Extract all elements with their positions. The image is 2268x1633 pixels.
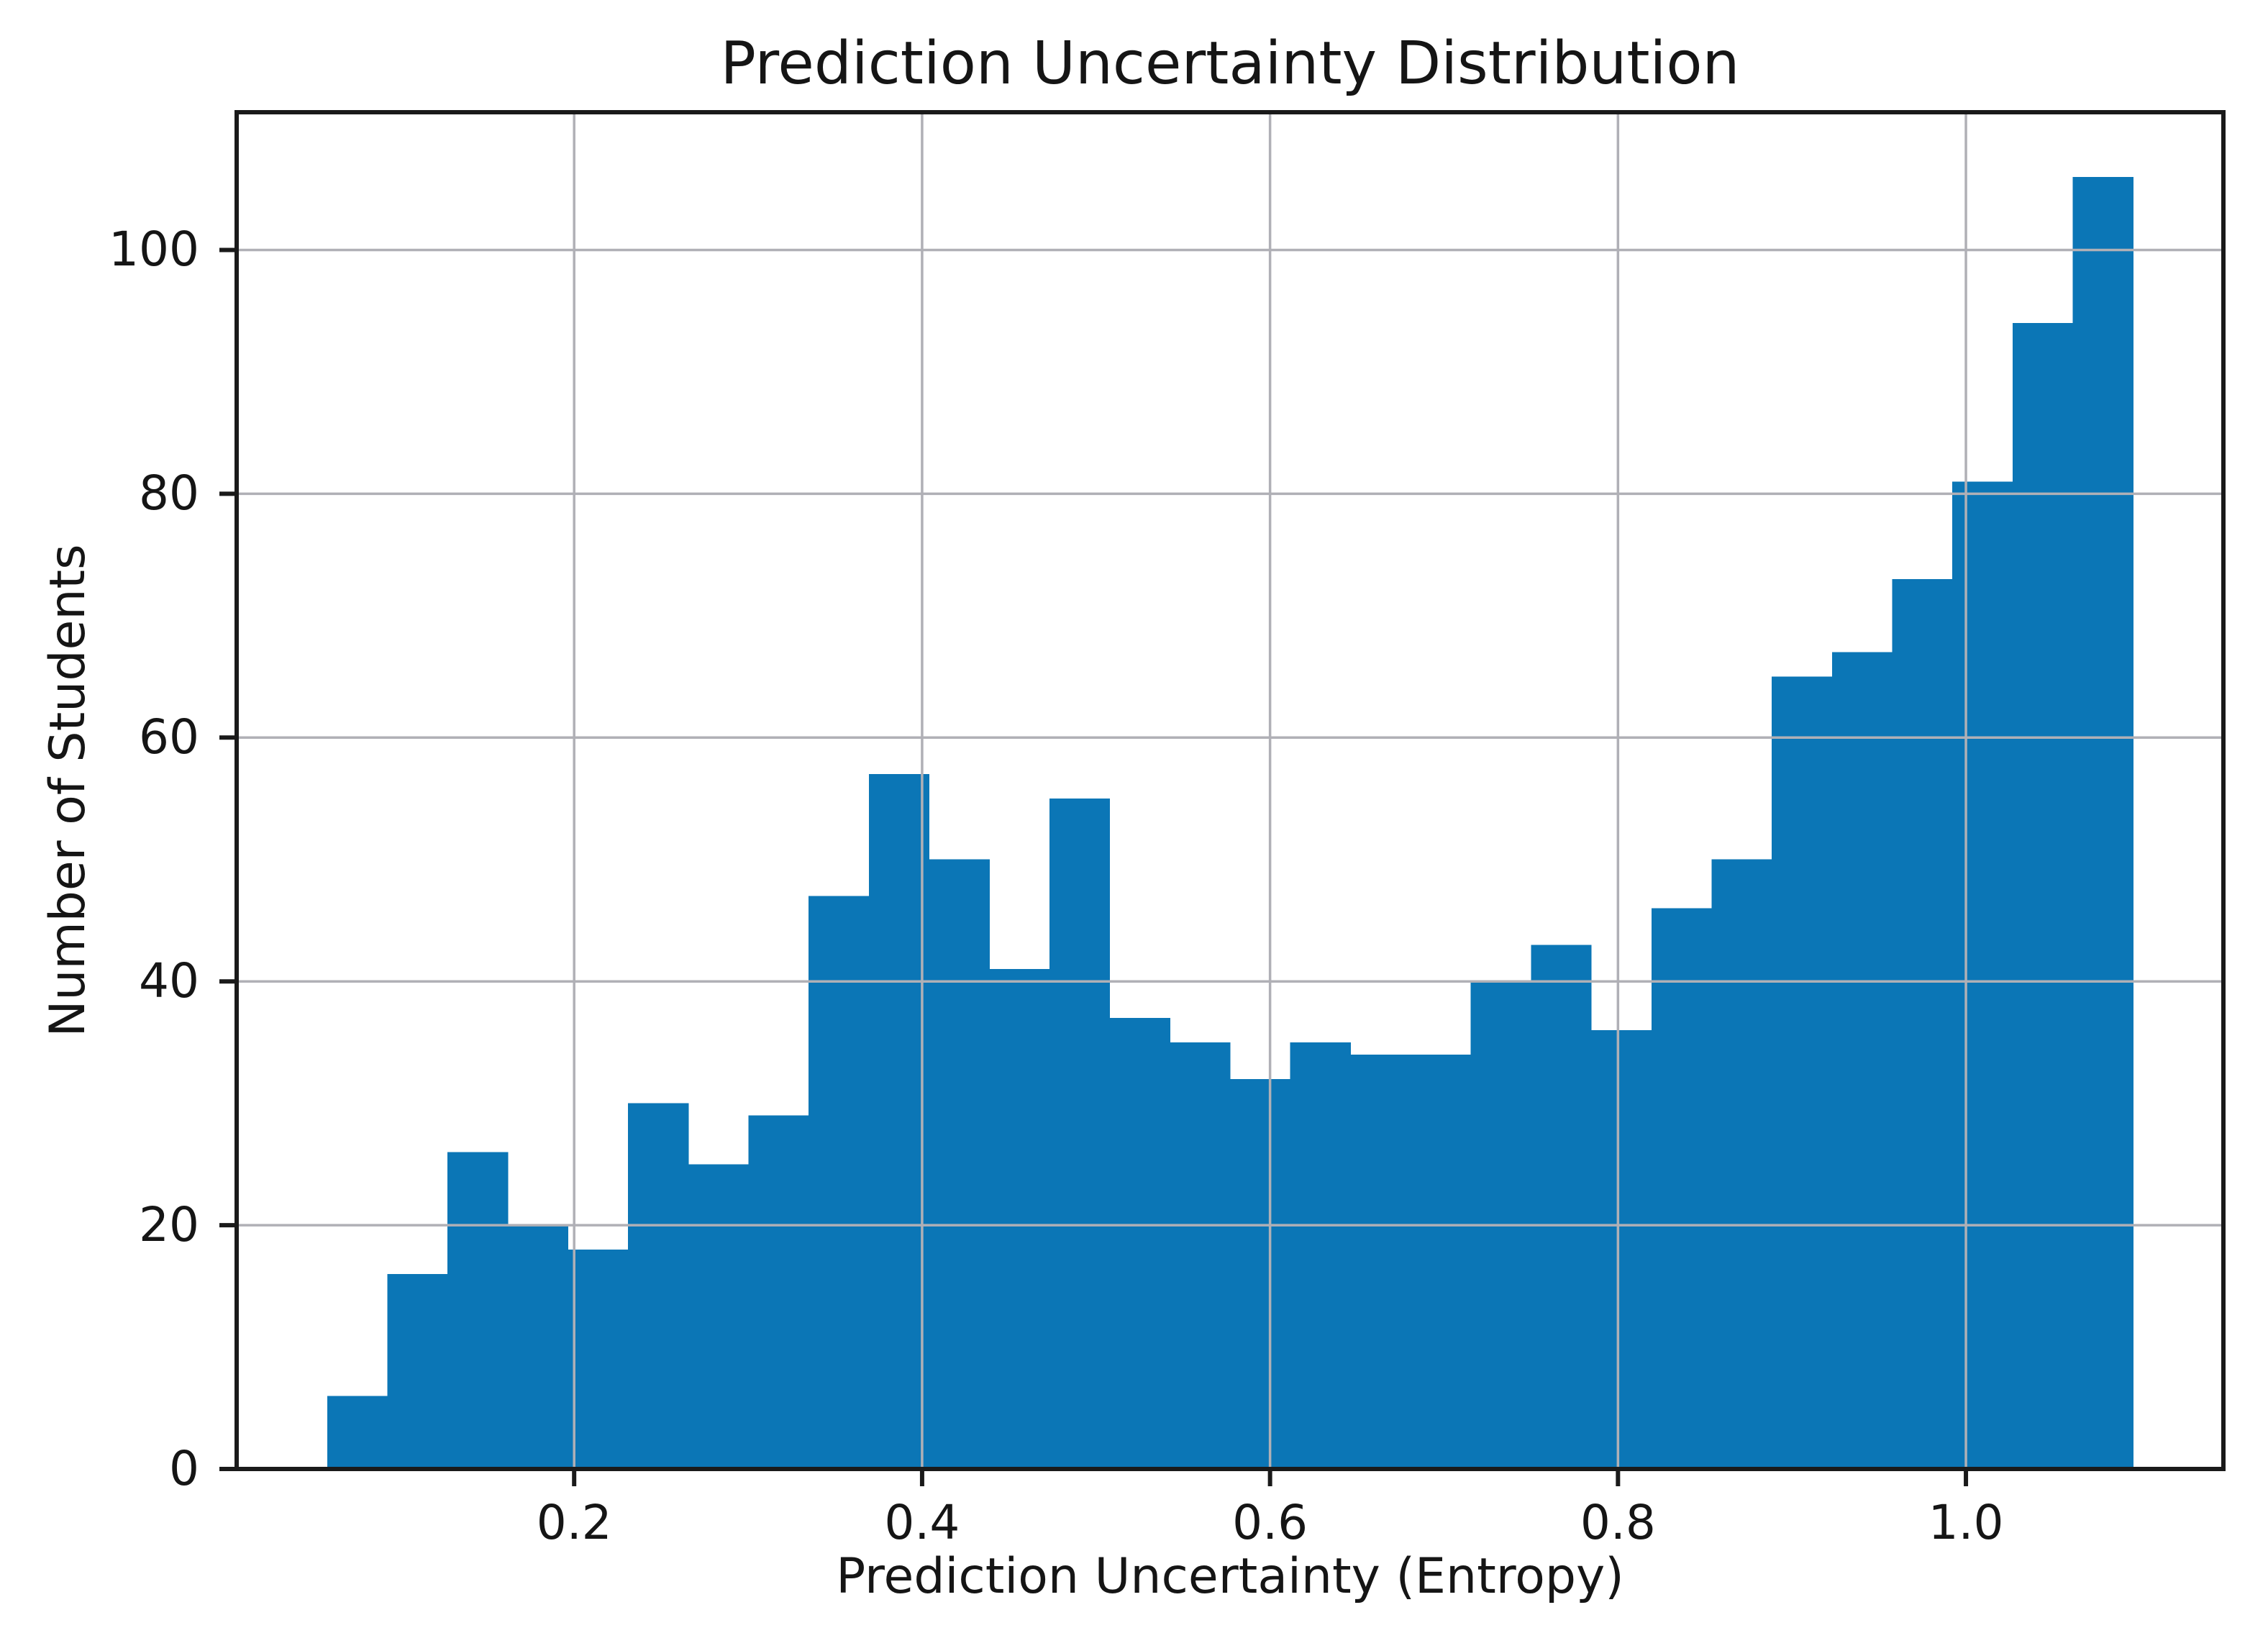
x-tick-label: 0.2 [536,1495,612,1550]
x-tick-label: 0.6 [1232,1495,1308,1550]
histogram-bar [929,859,990,1469]
histogram-bar [989,969,1050,1469]
plot-border [234,110,2226,1471]
histogram-bar [1952,481,2013,1469]
y-tick-label: 40 [139,953,199,1009]
y-tick-label: 80 [139,465,199,522]
histogram-bar [1831,652,1893,1469]
histogram-bar [327,1396,388,1469]
histogram-bar [1531,945,1592,1469]
histogram-bar [1290,1042,1351,1469]
x-tick-label: 0.8 [1580,1495,1656,1550]
histogram-bar [868,774,930,1469]
x-tick-label: 0.4 [884,1495,960,1550]
histogram-bar [1230,1078,1291,1469]
y-tick-label: 20 [139,1197,199,1253]
y-tick-label: 60 [139,709,199,765]
x-axis-label: Prediction Uncertainty (Entropy) [836,1548,1624,1605]
histogram-bar [1711,859,1772,1469]
histogram-bar [1170,1042,1231,1469]
histogram-bar [1591,1029,1652,1469]
histogram-bar [1651,908,1713,1469]
histogram-bar [1892,579,1953,1469]
chart-title: Prediction Uncertainty Distribution [720,29,1740,98]
histogram-bar [628,1103,689,1469]
y-tick-label: 100 [109,222,199,278]
histogram-bar [507,1225,569,1469]
histogram-bar [1350,1054,1411,1469]
x-tick-label: 1.0 [1928,1495,2004,1550]
histogram-bar [1772,676,1833,1469]
histogram-bar [688,1164,750,1469]
histogram-bar [447,1152,509,1469]
histogram-bar [1109,1018,1170,1469]
y-tick-label: 0 [169,1441,199,1496]
histogram-bar [1411,1054,1472,1469]
histogram-bar [809,896,870,1469]
histogram-bar [2012,323,2074,1469]
histogram-bar [387,1273,448,1469]
histogram-bar [748,1115,809,1469]
histogram-bar [1049,799,1111,1469]
histogram-bar [2072,176,2133,1469]
histogram-bar [568,1249,629,1469]
